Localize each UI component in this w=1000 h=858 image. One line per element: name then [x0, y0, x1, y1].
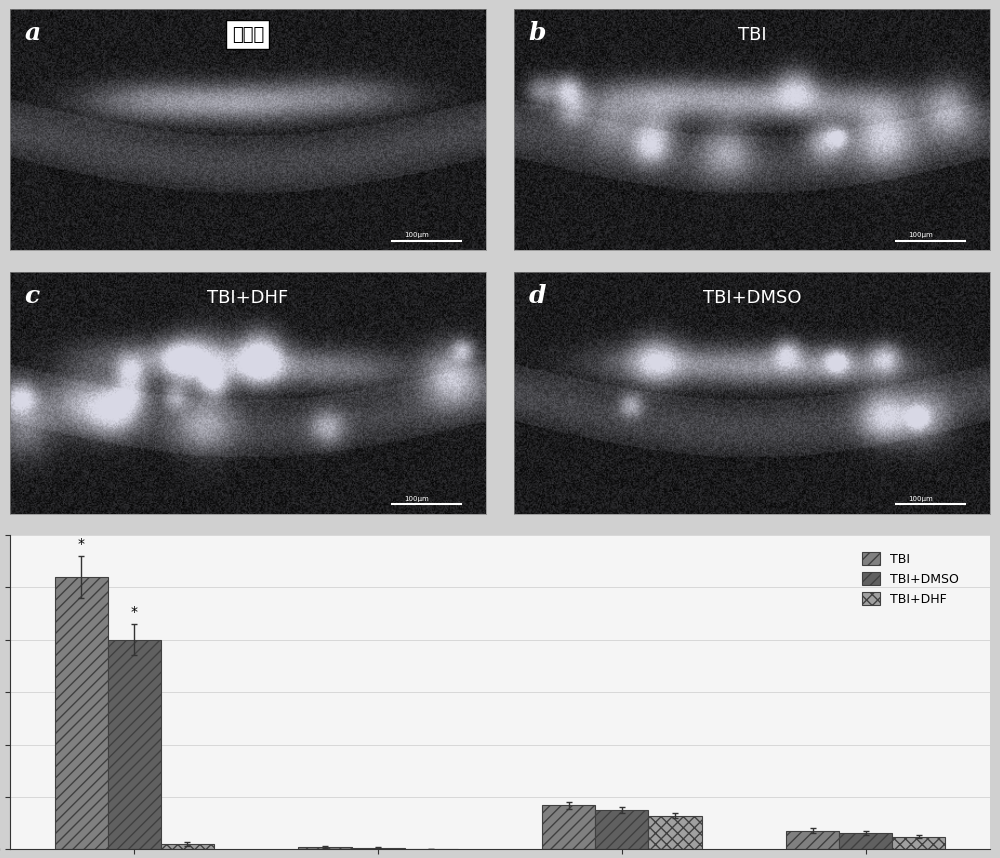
Bar	[108, 640, 161, 849]
Text: TBI: TBI	[738, 26, 766, 44]
Text: b: b	[529, 21, 546, 45]
Bar	[542, 806, 595, 849]
Text: *: *	[131, 605, 138, 619]
Text: 100μm: 100μm	[404, 496, 429, 502]
Text: 100μm: 100μm	[908, 233, 933, 239]
Legend: TBI, TBI+DMSO, TBI+DHF: TBI, TBI+DMSO, TBI+DHF	[857, 547, 964, 611]
Text: 100μm: 100μm	[908, 496, 933, 502]
Text: a: a	[24, 21, 41, 45]
Text: 假手术: 假手术	[232, 26, 264, 44]
Text: TBI+DMSO: TBI+DMSO	[703, 288, 801, 306]
Text: TBI+DHF: TBI+DHF	[207, 288, 288, 306]
Bar	[892, 837, 945, 849]
Bar	[839, 832, 892, 849]
Text: *: *	[78, 536, 85, 551]
Bar	[595, 810, 648, 849]
Bar	[352, 848, 405, 849]
Bar	[161, 844, 214, 849]
Text: d: d	[529, 284, 546, 308]
Bar	[786, 831, 839, 849]
Bar	[55, 577, 108, 849]
Bar	[648, 816, 702, 849]
Bar	[298, 848, 352, 849]
Text: c: c	[24, 284, 40, 308]
Text: 100μm: 100μm	[404, 233, 429, 239]
